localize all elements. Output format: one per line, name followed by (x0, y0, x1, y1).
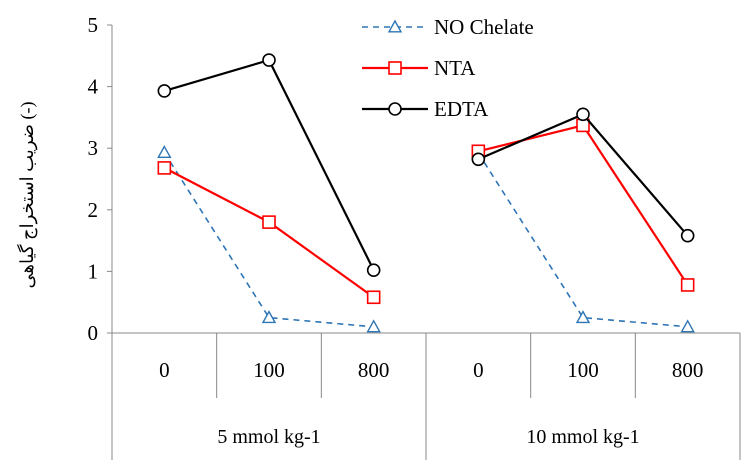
data-point-no-chelate (680, 319, 695, 333)
x-group-label: 5 mmol kg-1 (217, 426, 320, 448)
legend-label-edta: EDTA (434, 97, 489, 121)
data-point-edta (262, 53, 276, 67)
data-point-edta (471, 152, 486, 167)
series-line-nta (163, 166, 375, 299)
legend-marker-no-chelate (387, 19, 403, 33)
x-category-label: 100 (567, 358, 599, 382)
x-category-label: 100 (253, 358, 285, 382)
x-category-label: 800 (358, 358, 390, 382)
x-category-label: 800 (672, 358, 704, 382)
data-point-nta (366, 290, 381, 305)
y-tick-label: 1 (88, 259, 99, 283)
data-point-edta (157, 84, 172, 98)
series-line-edta (164, 58, 375, 271)
x-category-labels: 0 100 800 0 100 800 (159, 358, 703, 382)
y-tick-labels: 0 1 2 3 4 5 (88, 13, 99, 345)
x-category-label: 0 (159, 358, 170, 382)
legend-label-no-chelate: NO Chelate (434, 15, 534, 39)
y-tick-label: 0 (88, 321, 99, 345)
data-point-nta (576, 118, 590, 133)
data-point-nta (680, 278, 695, 292)
series-line-edta (477, 112, 689, 237)
series-line-nta (478, 124, 689, 286)
legend-marker-edta (388, 102, 402, 116)
data-point-edta (366, 263, 381, 277)
data-point-nta (262, 215, 276, 229)
series-layer (157, 53, 695, 333)
data-point-no-chelate (157, 145, 172, 159)
y-tick-label: 3 (88, 136, 99, 160)
legend: NO Chelate NTA EDTA (362, 15, 534, 121)
y-tick-label: 5 (88, 13, 99, 37)
series-line-no-chelate (163, 152, 374, 328)
y-tick-label: 2 (88, 198, 99, 222)
axes (107, 24, 741, 460)
data-point-no-chelate (261, 310, 277, 324)
legend-label-nta: NTA (434, 56, 476, 80)
y-axis-label: ضریب استخراج گیاهی (-) (16, 101, 38, 288)
legend-marker-nta (388, 61, 402, 75)
series-line-no-chelate (477, 152, 688, 328)
y-tick-label: 4 (88, 75, 99, 99)
x-category-label: 0 (473, 358, 484, 382)
x-group-label: 10 mmol kg-1 (526, 426, 639, 448)
data-point-nta (157, 161, 172, 175)
data-point-no-chelate (575, 310, 591, 324)
data-point-edta (680, 228, 695, 243)
data-point-edta (576, 107, 590, 122)
x-group-labels: 5 mmol kg-1 10 mmol kg-1 (217, 426, 639, 448)
data-point-no-chelate (366, 319, 381, 333)
